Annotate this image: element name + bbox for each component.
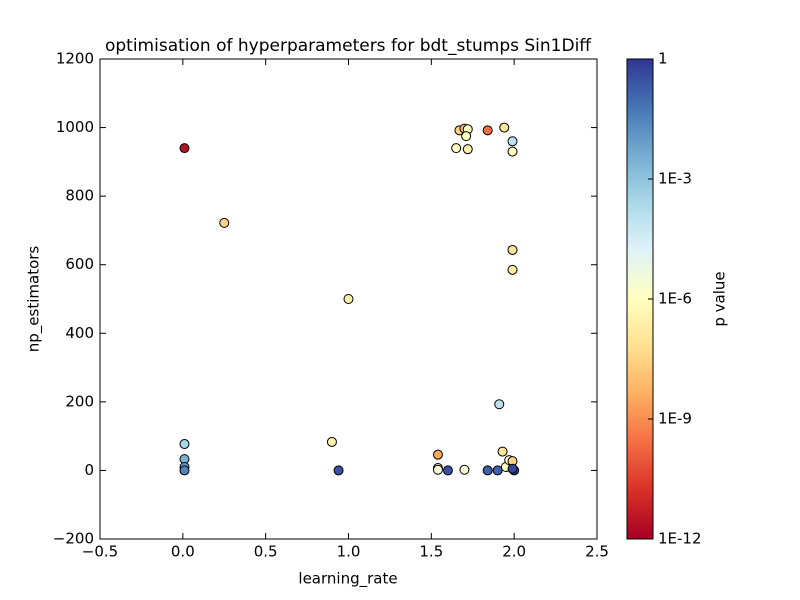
colorbar-tick-label: 1E-6 (658, 290, 692, 308)
point (499, 122, 510, 133)
point (507, 264, 518, 275)
point (462, 144, 473, 155)
x-tick-label: 0.5 (254, 543, 278, 561)
point (179, 143, 190, 154)
point (497, 446, 508, 457)
point (343, 294, 354, 304)
chart-title: optimisation of hyperparameters for bdt_… (105, 36, 592, 56)
colorbar-tick-label: 1 (658, 50, 668, 68)
x-tick-label: 1.5 (419, 543, 443, 561)
point (507, 136, 518, 147)
x-tick-label: 1.0 (337, 543, 361, 561)
point (442, 465, 453, 476)
point (432, 449, 443, 460)
y-tick-label: 0 (84, 461, 94, 479)
y-tick-label: 400 (65, 324, 94, 342)
point (432, 464, 443, 475)
x-axis-label: learning_rate (298, 570, 397, 589)
colorbar-tick-label: 1E-3 (658, 170, 692, 188)
point (219, 217, 230, 228)
point (451, 143, 462, 154)
colorbar-tick-label: 1E-9 (658, 410, 692, 428)
y-tick-label: 200 (65, 392, 94, 410)
point (507, 463, 518, 474)
point (459, 464, 470, 475)
x-tick-label: 2.0 (502, 543, 526, 561)
y-tick-label: 800 (65, 187, 94, 205)
y-tick-label: 1200 (56, 50, 94, 68)
y-tick-label: 1000 (56, 118, 94, 136)
point (482, 125, 493, 136)
colorbar-label: p value (711, 271, 729, 326)
x-tick-label: 2.5 (585, 543, 609, 561)
point (333, 465, 344, 476)
y-tick-label: −200 (53, 530, 94, 548)
y-axis-label: np_estimators (25, 246, 44, 353)
point (494, 399, 505, 410)
point (179, 439, 190, 450)
x-tick-label: 0.0 (171, 543, 195, 561)
point (507, 146, 518, 157)
point (326, 436, 337, 447)
point (507, 244, 518, 255)
colorbar-tick-label: 1E-12 (658, 530, 702, 548)
y-tick-label: 600 (65, 255, 94, 273)
point (461, 131, 472, 142)
point (492, 465, 503, 476)
point (179, 465, 190, 476)
point (482, 465, 493, 476)
x-tick-label: −0.5 (82, 543, 118, 561)
